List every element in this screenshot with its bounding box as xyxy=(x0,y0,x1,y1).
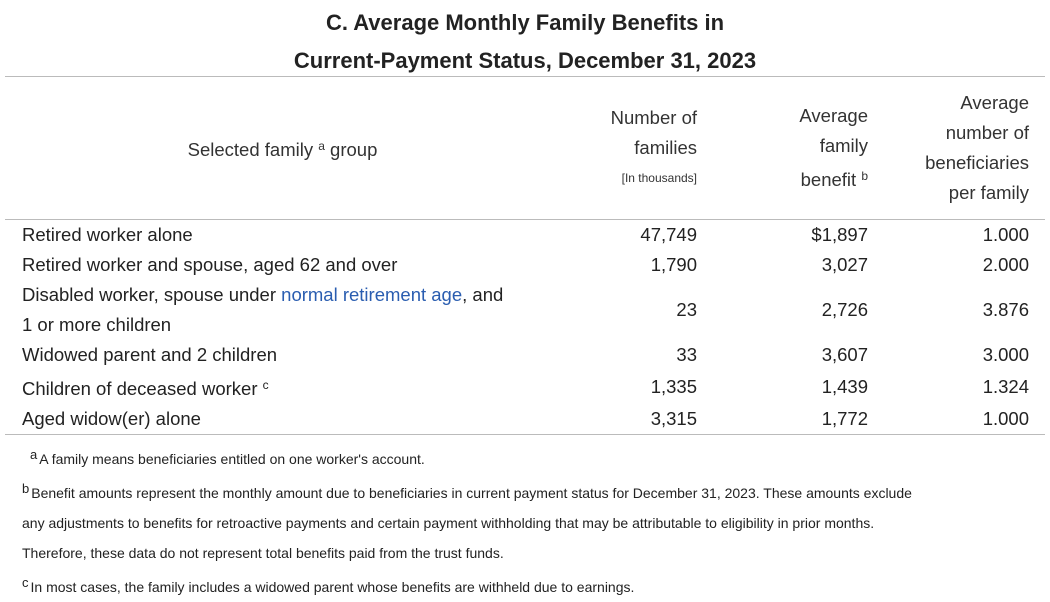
cell-families: 3,315 xyxy=(560,404,713,435)
table-row: Retired worker alone 47,749 $1,897 1.000 xyxy=(5,220,1045,251)
cell-beneficiaries: 3.876 xyxy=(982,299,1029,320)
row-label: Children of deceased worker c xyxy=(22,378,269,399)
table-row: Retired worker and spouse, aged 62 and o… xyxy=(5,250,1045,280)
header-number-of-families: Number of families [In thousands] xyxy=(560,76,713,220)
cell-benefit: 2,726 xyxy=(821,299,868,320)
table-row: Widowed parent and 2 children 33 3,607 3.00… xyxy=(5,340,1045,370)
header-average-family-benefit: Average family benefit b xyxy=(713,76,884,220)
header-family-group: Selected family a group xyxy=(5,76,560,220)
cell-beneficiaries: 1.000 xyxy=(884,404,1045,435)
row-label: Aged widow(er) alone xyxy=(5,404,560,435)
footnote-b: b Benefit amounts represent the monthly a… xyxy=(22,481,912,561)
row-label: Retired worker alone xyxy=(22,224,193,245)
cell-benefit: $1,897 xyxy=(811,224,868,245)
cell-families: 33 xyxy=(676,344,697,365)
cell-families: 23 xyxy=(676,299,697,320)
cell-families: 47,749 xyxy=(640,224,697,245)
row-label: Widowed parent and 2 children xyxy=(22,344,278,365)
cell-benefit: 3,607 xyxy=(821,344,868,365)
row-label: Disabled worker, spouse under normal ret… xyxy=(22,284,504,335)
header-row: Selected family a group Number of familie… xyxy=(5,76,1045,220)
cell-benefit: 1,772 xyxy=(713,404,884,435)
cell-families: 1,790 xyxy=(650,254,697,275)
cell-beneficiaries: 1.324 xyxy=(982,376,1029,397)
family-benefits-table: Selected family a group Number of familie… xyxy=(5,76,1045,435)
title-line-1: C. Average Monthly Family Benefits in xyxy=(325,10,725,35)
cell-beneficiaries: 2.000 xyxy=(982,254,1029,275)
table-row: Disabled worker, spouse under normal ret… xyxy=(5,280,1045,340)
table-row: Children of deceased worker c 1,335 1,439 1… xyxy=(5,370,1045,404)
cell-benefit: 3,027 xyxy=(821,254,868,275)
cell-beneficiaries: 1.000 xyxy=(982,224,1029,245)
title-line-2: Current-Payment Status, December 31, 202… xyxy=(293,48,757,73)
cell-beneficiaries: 3.000 xyxy=(982,344,1029,365)
cell-benefit: 1,439 xyxy=(821,376,868,397)
row-label: Retired worker and spouse, aged 62 and o… xyxy=(22,254,398,275)
table-title: C. Average Monthly Family Benefits in Cu… xyxy=(0,0,1050,76)
header-average-beneficiaries: Average number of beneficiaries per family xyxy=(884,76,1045,220)
table-row: Aged widow(er) alone 3,315 1,772 1.000 xyxy=(5,404,1045,435)
footnote-c: c In most cases, the family includes a wi… xyxy=(22,575,635,595)
normal-retirement-age-link[interactable]: normal retirement age xyxy=(281,284,463,305)
cell-families: 1,335 xyxy=(650,376,697,397)
